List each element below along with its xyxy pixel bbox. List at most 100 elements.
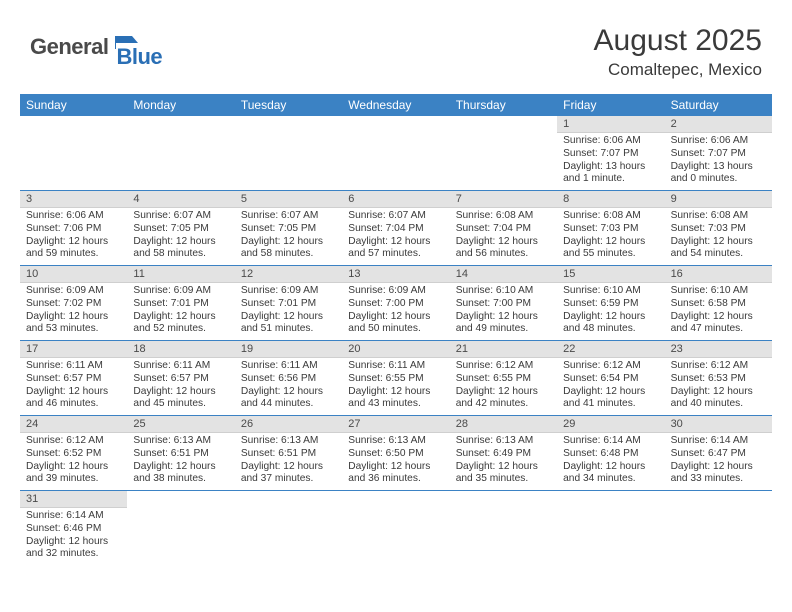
day-number: 15 — [557, 266, 664, 283]
day-details: Sunrise: 6:07 AMSunset: 7:04 PMDaylight:… — [342, 208, 449, 265]
day-number: 21 — [450, 341, 557, 358]
day-number: 23 — [665, 341, 772, 358]
calendar-cell: . — [342, 491, 449, 565]
day-details: Sunrise: 6:09 AMSunset: 7:02 PMDaylight:… — [20, 283, 127, 340]
day-details: Sunrise: 6:12 AMSunset: 6:55 PMDaylight:… — [450, 358, 557, 415]
calendar-cell: 2Sunrise: 6:06 AMSunset: 7:07 PMDaylight… — [665, 116, 772, 190]
calendar-cell: 4Sunrise: 6:07 AMSunset: 7:05 PMDaylight… — [127, 191, 234, 265]
logo: General Blue — [30, 24, 162, 70]
calendar-cell: 9Sunrise: 6:08 AMSunset: 7:03 PMDaylight… — [665, 191, 772, 265]
calendar-cell: 28Sunrise: 6:13 AMSunset: 6:49 PMDayligh… — [450, 416, 557, 490]
day-details: Sunrise: 6:10 AMSunset: 6:58 PMDaylight:… — [665, 283, 772, 340]
calendar-cell: 31Sunrise: 6:14 AMSunset: 6:46 PMDayligh… — [20, 491, 127, 565]
day-details: Sunrise: 6:12 AMSunset: 6:52 PMDaylight:… — [20, 433, 127, 490]
day-number: 20 — [342, 341, 449, 358]
day-number: 14 — [450, 266, 557, 283]
day-number: 29 — [557, 416, 664, 433]
day-details: Sunrise: 6:11 AMSunset: 6:57 PMDaylight:… — [20, 358, 127, 415]
day-number: 31 — [20, 491, 127, 508]
calendar-week: 24Sunrise: 6:12 AMSunset: 6:52 PMDayligh… — [20, 416, 772, 491]
calendar-cell: . — [235, 491, 342, 565]
day-details: Sunrise: 6:11 AMSunset: 6:57 PMDaylight:… — [127, 358, 234, 415]
calendar-week: . . . . . 1Sunrise: 6:06 AMSunset: 7:07 … — [20, 116, 772, 191]
day-details: Sunrise: 6:14 AMSunset: 6:48 PMDaylight:… — [557, 433, 664, 490]
calendar-cell: 25Sunrise: 6:13 AMSunset: 6:51 PMDayligh… — [127, 416, 234, 490]
calendar-cell: 24Sunrise: 6:12 AMSunset: 6:52 PMDayligh… — [20, 416, 127, 490]
day-number: 2 — [665, 116, 772, 133]
day-number: 22 — [557, 341, 664, 358]
calendar-week: 10Sunrise: 6:09 AMSunset: 7:02 PMDayligh… — [20, 266, 772, 341]
calendar-cell: 14Sunrise: 6:10 AMSunset: 7:00 PMDayligh… — [450, 266, 557, 340]
calendar-cell: 16Sunrise: 6:10 AMSunset: 6:58 PMDayligh… — [665, 266, 772, 340]
day-details: Sunrise: 6:07 AMSunset: 7:05 PMDaylight:… — [127, 208, 234, 265]
day-details: Sunrise: 6:06 AMSunset: 7:07 PMDaylight:… — [665, 133, 772, 190]
day-number: 5 — [235, 191, 342, 208]
day-details: Sunrise: 6:06 AMSunset: 7:06 PMDaylight:… — [20, 208, 127, 265]
day-number: 11 — [127, 266, 234, 283]
calendar-cell: 3Sunrise: 6:06 AMSunset: 7:06 PMDaylight… — [20, 191, 127, 265]
calendar-cell: 19Sunrise: 6:11 AMSunset: 6:56 PMDayligh… — [235, 341, 342, 415]
calendar-cell: 29Sunrise: 6:14 AMSunset: 6:48 PMDayligh… — [557, 416, 664, 490]
weekday-header: Sunday — [20, 94, 127, 116]
calendar-cell: . — [450, 116, 557, 190]
day-number: 18 — [127, 341, 234, 358]
calendar-cell: 27Sunrise: 6:13 AMSunset: 6:50 PMDayligh… — [342, 416, 449, 490]
day-number: 1 — [557, 116, 664, 133]
title-month: August 2025 — [594, 24, 762, 58]
day-number: 26 — [235, 416, 342, 433]
day-details: Sunrise: 6:07 AMSunset: 7:05 PMDaylight:… — [235, 208, 342, 265]
day-number: 19 — [235, 341, 342, 358]
day-details: Sunrise: 6:09 AMSunset: 7:00 PMDaylight:… — [342, 283, 449, 340]
day-details: Sunrise: 6:13 AMSunset: 6:51 PMDaylight:… — [235, 433, 342, 490]
weekday-header: Friday — [557, 94, 664, 116]
weekday-header: Wednesday — [342, 94, 449, 116]
calendar-cell: 22Sunrise: 6:12 AMSunset: 6:54 PMDayligh… — [557, 341, 664, 415]
weekday-header-row: SundayMondayTuesdayWednesdayThursdayFrid… — [20, 94, 772, 116]
calendar-week: 31Sunrise: 6:14 AMSunset: 6:46 PMDayligh… — [20, 491, 772, 565]
day-number: 13 — [342, 266, 449, 283]
day-number: 4 — [127, 191, 234, 208]
day-details: Sunrise: 6:13 AMSunset: 6:50 PMDaylight:… — [342, 433, 449, 490]
calendar-cell: 10Sunrise: 6:09 AMSunset: 7:02 PMDayligh… — [20, 266, 127, 340]
title-location: Comaltepec, Mexico — [594, 60, 762, 80]
calendar-cell: . — [235, 116, 342, 190]
calendar-cell: . — [127, 116, 234, 190]
day-details: Sunrise: 6:06 AMSunset: 7:07 PMDaylight:… — [557, 133, 664, 190]
day-details: Sunrise: 6:11 AMSunset: 6:55 PMDaylight:… — [342, 358, 449, 415]
day-number: 30 — [665, 416, 772, 433]
day-details: Sunrise: 6:14 AMSunset: 6:46 PMDaylight:… — [20, 508, 127, 565]
day-number: 25 — [127, 416, 234, 433]
day-details: Sunrise: 6:09 AMSunset: 7:01 PMDaylight:… — [235, 283, 342, 340]
day-number: 6 — [342, 191, 449, 208]
calendar-cell: 15Sunrise: 6:10 AMSunset: 6:59 PMDayligh… — [557, 266, 664, 340]
calendar-cell: . — [342, 116, 449, 190]
day-details: Sunrise: 6:10 AMSunset: 7:00 PMDaylight:… — [450, 283, 557, 340]
day-number: 10 — [20, 266, 127, 283]
day-details: Sunrise: 6:11 AMSunset: 6:56 PMDaylight:… — [235, 358, 342, 415]
day-number: 8 — [557, 191, 664, 208]
day-details: Sunrise: 6:12 AMSunset: 6:53 PMDaylight:… — [665, 358, 772, 415]
calendar-body: . . . . . 1Sunrise: 6:06 AMSunset: 7:07 … — [20, 116, 772, 565]
calendar-cell: 18Sunrise: 6:11 AMSunset: 6:57 PMDayligh… — [127, 341, 234, 415]
calendar-cell: 12Sunrise: 6:09 AMSunset: 7:01 PMDayligh… — [235, 266, 342, 340]
day-number: 12 — [235, 266, 342, 283]
calendar-week: 3Sunrise: 6:06 AMSunset: 7:06 PMDaylight… — [20, 191, 772, 266]
logo-text-blue: Blue — [116, 44, 162, 70]
day-details: Sunrise: 6:10 AMSunset: 6:59 PMDaylight:… — [557, 283, 664, 340]
title-block: August 2025 Comaltepec, Mexico — [594, 24, 762, 80]
calendar-cell: . — [557, 491, 664, 565]
day-details: Sunrise: 6:08 AMSunset: 7:04 PMDaylight:… — [450, 208, 557, 265]
weekday-header: Tuesday — [235, 94, 342, 116]
day-details: Sunrise: 6:13 AMSunset: 6:49 PMDaylight:… — [450, 433, 557, 490]
calendar-cell: . — [20, 116, 127, 190]
day-details: Sunrise: 6:13 AMSunset: 6:51 PMDaylight:… — [127, 433, 234, 490]
calendar-cell: 20Sunrise: 6:11 AMSunset: 6:55 PMDayligh… — [342, 341, 449, 415]
day-number: 28 — [450, 416, 557, 433]
calendar-cell: . — [450, 491, 557, 565]
day-details: Sunrise: 6:08 AMSunset: 7:03 PMDaylight:… — [665, 208, 772, 265]
calendar-cell: 17Sunrise: 6:11 AMSunset: 6:57 PMDayligh… — [20, 341, 127, 415]
day-details: Sunrise: 6:14 AMSunset: 6:47 PMDaylight:… — [665, 433, 772, 490]
day-number: 7 — [450, 191, 557, 208]
calendar-cell: 11Sunrise: 6:09 AMSunset: 7:01 PMDayligh… — [127, 266, 234, 340]
calendar-cell: . — [665, 491, 772, 565]
